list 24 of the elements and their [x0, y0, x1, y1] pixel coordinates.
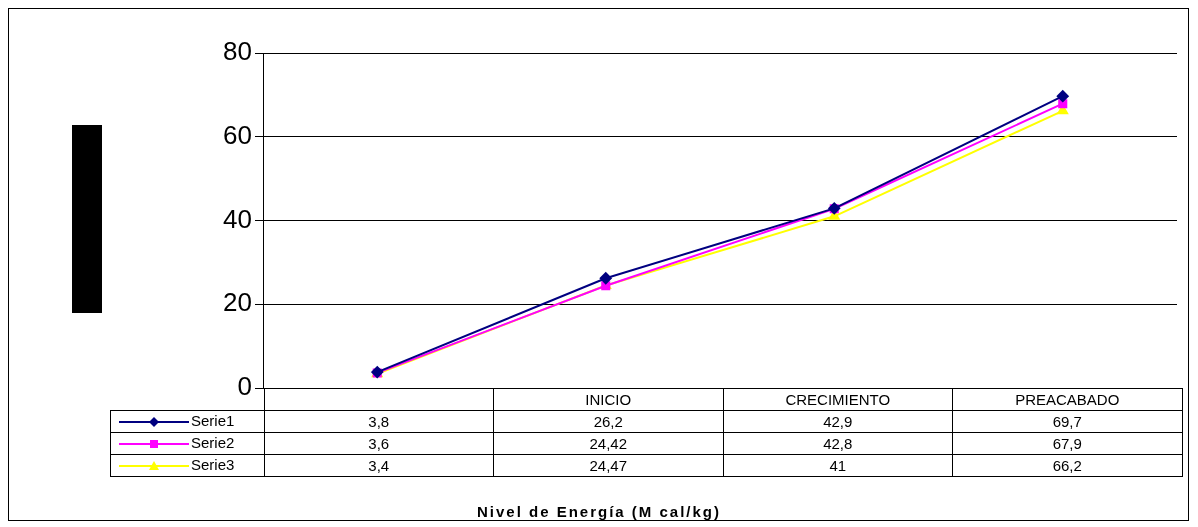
- x-tick-label: PREACABADO: [952, 388, 1182, 411]
- data-label: 42,9: [723, 410, 953, 433]
- legend-label: Serie2: [191, 433, 235, 451]
- legend-label: Serie3: [191, 455, 235, 473]
- text: Nivel de Energía (M cal/kg): [475, 503, 723, 520]
- data-label: 41: [723, 454, 953, 477]
- x-tick-label: INICIO: [493, 388, 723, 411]
- y-tick-label: 0: [237, 371, 252, 402]
- data-label: 24,47: [493, 454, 723, 477]
- data-label: 42,8: [723, 432, 953, 455]
- data-label: 3,4: [264, 454, 494, 477]
- y-tick-label: 60: [223, 119, 252, 150]
- legend-label: Serie1: [191, 411, 235, 429]
- y-tick-label: 20: [223, 287, 252, 318]
- y-tick-label: 40: [223, 203, 252, 234]
- data-label: 66,2: [952, 454, 1182, 477]
- data-label: 3,6: [264, 432, 494, 455]
- data-label: 67,9: [952, 432, 1182, 455]
- x-tick-label: CRECIMIENTO: [723, 388, 953, 411]
- data-label: 24,42: [493, 432, 723, 455]
- data-label: 3,8: [264, 410, 494, 433]
- y-tick-label: 80: [223, 36, 252, 67]
- data-label: 26,2: [493, 410, 723, 433]
- data-label: 69,7: [952, 410, 1182, 433]
